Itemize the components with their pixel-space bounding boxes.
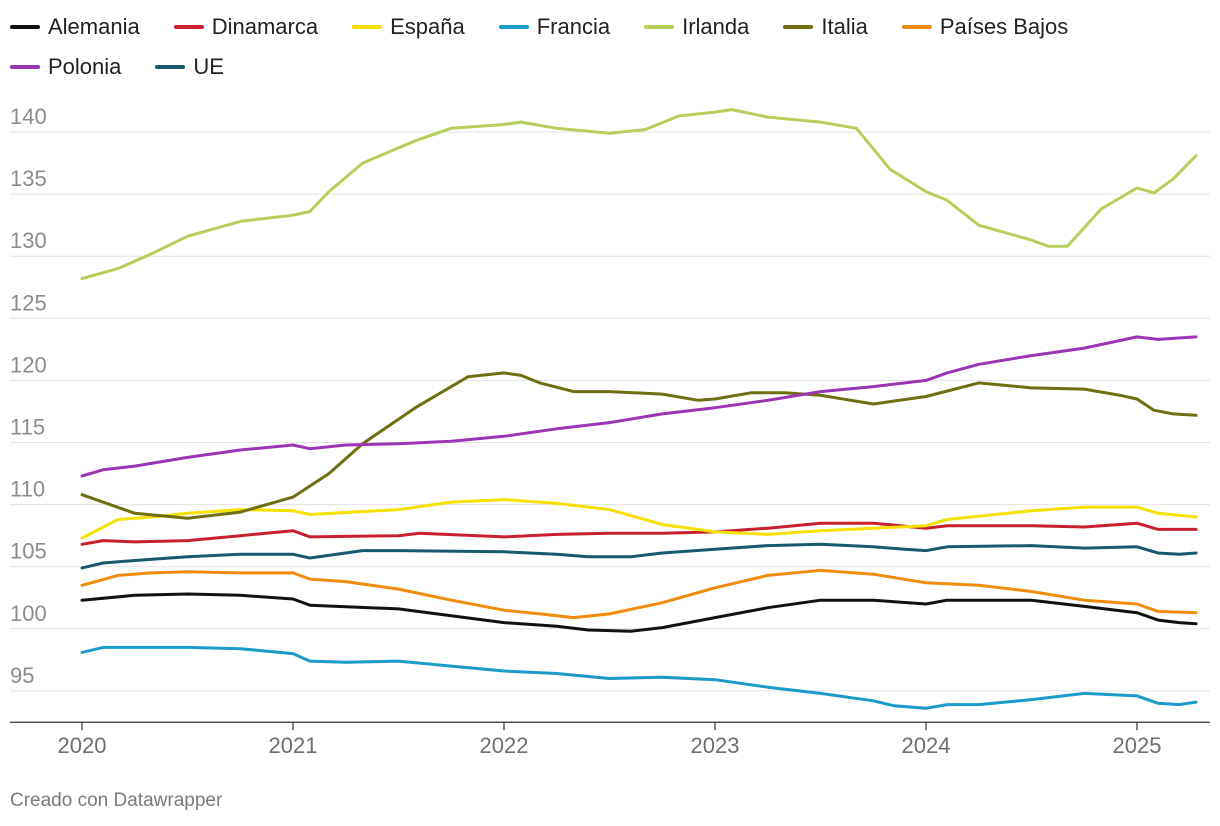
y-tick-label: 135 xyxy=(10,166,47,191)
y-tick-label: 140 xyxy=(10,104,47,129)
series-line-alemania xyxy=(80,592,1198,633)
legend-swatch xyxy=(155,65,186,69)
legend-label: Francia xyxy=(536,14,611,39)
x-tick-label: 2025 xyxy=(1113,733,1162,758)
legend-item-polonia: Polonia xyxy=(10,52,121,82)
gridlines xyxy=(10,131,1210,692)
x-tick-label: 2020 xyxy=(58,733,107,758)
y-tick-label: 110 xyxy=(10,477,45,502)
legend-label: Italia xyxy=(821,14,868,39)
legend-item-alemania: Alemania xyxy=(10,12,140,42)
legend-swatch xyxy=(498,25,529,29)
y-tick-label: 115 xyxy=(10,415,45,440)
y-tick-label: 125 xyxy=(10,290,47,315)
line-chart: 95 100 105 110 115 120 125 130 135 140 2020 2021 202… xyxy=(10,104,1210,758)
series-line-francia xyxy=(80,645,1198,710)
series-line-dinamarca xyxy=(80,521,1198,546)
series-line-españa xyxy=(80,498,1198,540)
legend-swatch xyxy=(10,25,40,29)
legend-item-italia: Italia xyxy=(783,12,868,42)
legend-swatch xyxy=(173,25,204,29)
x-tick-label: 2024 xyxy=(902,733,951,758)
x-tick-label: 2022 xyxy=(480,733,529,758)
legend-item-españa: España xyxy=(352,12,465,42)
footer-credit: Creado con Datawrapper xyxy=(10,790,223,811)
series-line-polonia xyxy=(80,335,1198,478)
legend-swatch xyxy=(901,25,932,29)
x-tick-label: 2023 xyxy=(691,733,740,758)
legend-label: Países Bajos xyxy=(939,14,1069,39)
legend-item-irlanda: Irlanda xyxy=(644,12,749,42)
y-tick-label: 100 xyxy=(10,601,47,626)
legend-item-francia: Francia xyxy=(498,12,611,42)
legend-item-ue: UE xyxy=(155,52,224,82)
y-tick-label: 105 xyxy=(10,539,47,564)
legend-item-países-bajos: Países Bajos xyxy=(901,12,1069,42)
legend-label: UE xyxy=(193,54,224,79)
legend-label: Dinamarca xyxy=(211,14,319,39)
chart-legend: Alemania Dinamarca España Francia Irlanda Ita… xyxy=(10,12,1210,82)
legend-swatch xyxy=(644,25,675,29)
legend-label: Irlanda xyxy=(682,14,750,39)
series-line-irlanda xyxy=(80,108,1198,281)
y-tick-label: 130 xyxy=(10,228,47,253)
legend-swatch xyxy=(352,25,383,29)
series-line-países-bajos xyxy=(80,568,1198,620)
y-tick-label: 120 xyxy=(10,352,47,377)
legend-swatch xyxy=(783,25,814,29)
series-line-ue xyxy=(80,542,1198,570)
legend-label: Alemania xyxy=(48,14,140,39)
x-tick-label: 2021 xyxy=(269,733,318,758)
series-line-italia xyxy=(80,371,1198,520)
y-tick-label: 95 xyxy=(10,663,34,688)
legend-item-dinamarca: Dinamarca xyxy=(173,12,319,42)
legend-swatch xyxy=(10,65,40,69)
legend-label: España xyxy=(390,14,465,39)
legend-label: Polonia xyxy=(48,54,122,79)
